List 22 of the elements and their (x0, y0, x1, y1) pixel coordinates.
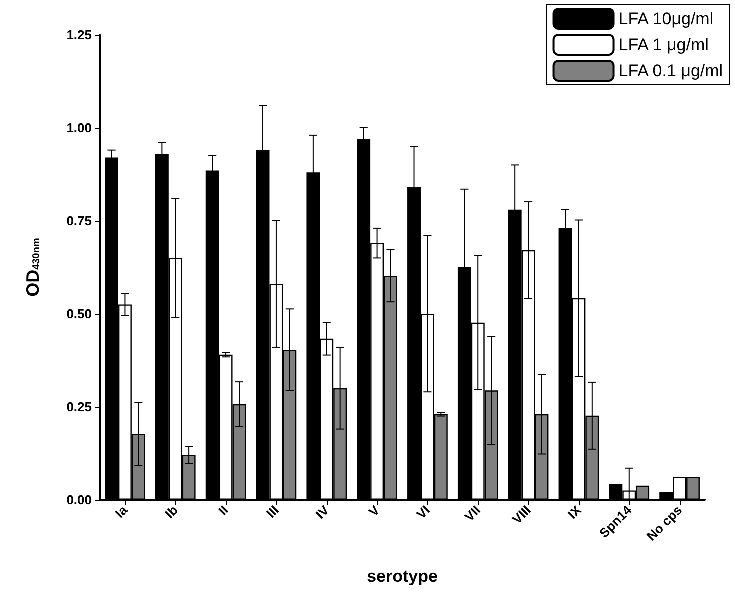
x-tick-label: III (264, 502, 282, 521)
y-tick-label: 0.25 (66, 400, 92, 414)
y-tick-label: 0.50 (66, 306, 92, 322)
x-tick-label: II (216, 502, 232, 518)
x-tick-label: V (366, 502, 383, 520)
y-tick-label: 1.25 (66, 28, 92, 42)
legend-label: LFA 1 μg/ml (618, 36, 709, 54)
x-tick-label: VIII (509, 502, 534, 528)
x-tick-label: Ia (112, 502, 132, 521)
y-tick-label: 0.00 (66, 492, 92, 508)
x-tick-label: No cps (644, 502, 686, 544)
x-tick-label: Ib (162, 502, 181, 522)
legend-label: LFA 0.1 μg/ml (618, 62, 724, 80)
x-tick-label: IV (312, 502, 332, 522)
y-axis-title: OD430nm (23, 238, 43, 297)
x-tick-label: VII (462, 502, 484, 525)
y-tick-label: 1.00 (66, 120, 92, 136)
x-axis-title: serotype (367, 567, 438, 586)
y-tick-label: 0.75 (66, 214, 92, 228)
legend-label: LFA 10μg/ml (618, 10, 714, 28)
x-tick-label: IX (564, 502, 584, 522)
x-tick-label: VI (414, 502, 434, 522)
